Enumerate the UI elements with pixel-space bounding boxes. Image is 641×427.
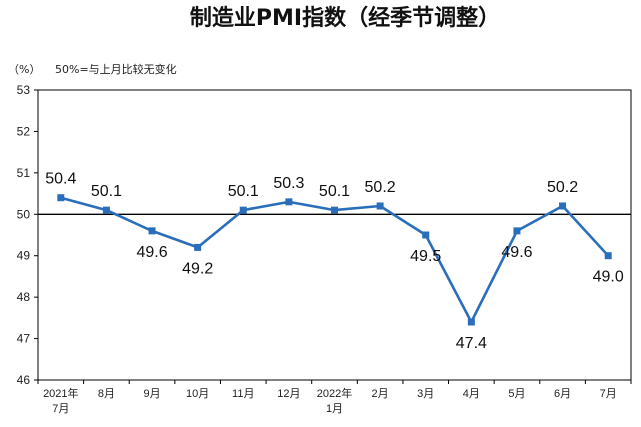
data-point-marker (559, 202, 567, 210)
x-tick-label: 1月 (326, 403, 343, 415)
x-tick-label: 2022年 (317, 386, 352, 400)
data-label: 50.1 (228, 183, 259, 200)
data-label: 49.2 (182, 260, 213, 277)
chart-title: 制造业PMI指数（经季节调整） (190, 5, 500, 31)
y-tick-label: 53 (17, 83, 31, 97)
data-label: 49.6 (501, 244, 532, 261)
data-label: 50.2 (365, 179, 396, 196)
x-tick-label: 4月 (463, 388, 480, 400)
data-point-marker (57, 194, 65, 202)
data-point-marker (239, 206, 247, 214)
x-tick-label: 7月 (52, 403, 69, 415)
y-tick-label: 48 (17, 290, 31, 304)
x-tick-label: 5月 (508, 388, 525, 400)
data-point-marker (467, 318, 475, 326)
data-point-marker (422, 231, 430, 239)
x-tick-label: 9月 (143, 388, 160, 400)
x-tick-label: 12月 (277, 388, 300, 400)
data-label: 49.5 (410, 248, 441, 265)
data-point-marker (604, 252, 612, 260)
data-label: 49.6 (136, 244, 167, 261)
x-tick-label: 2021年 (43, 386, 78, 400)
data-label: 47.4 (456, 335, 487, 352)
data-point-marker (285, 198, 293, 206)
x-tick-label: 3月 (417, 388, 434, 400)
data-point-marker (376, 202, 384, 210)
y-tick-label: 46 (17, 373, 31, 387)
y-tick-label: 47 (17, 332, 31, 346)
data-label: 50.1 (319, 183, 350, 200)
plot-area: 46 47 48 49 50 51 52 53 2021年 7月 8月 9月 10月 11月 12月 2022… (17, 83, 632, 415)
reference-note: 50%=与上月比较无变化 (55, 62, 177, 76)
data-label: 50.1 (91, 183, 122, 200)
y-tick-label: 50 (17, 207, 31, 221)
data-label: 49.0 (593, 269, 624, 286)
x-tick-label: 7月 (600, 388, 617, 400)
data-label: 50.4 (45, 171, 76, 188)
data-label: 50.3 (273, 175, 304, 192)
x-tick-label: 8月 (98, 388, 115, 400)
data-label: 50.2 (547, 179, 578, 196)
data-point-marker (102, 206, 110, 214)
data-point-marker (331, 206, 338, 214)
data-point-marker (513, 227, 521, 235)
x-tick-label: 11月 (232, 388, 254, 400)
x-tick-label: 6月 (554, 388, 571, 400)
data-point-marker (194, 243, 202, 251)
y-unit-label: （%） (8, 63, 40, 76)
data-point-marker (148, 227, 156, 235)
x-tick-label: 10月 (186, 388, 209, 400)
y-tick-label: 52 (17, 124, 31, 138)
x-tick-label: 2月 (372, 388, 389, 400)
y-tick-label: 49 (17, 249, 31, 263)
y-tick-label: 51 (17, 166, 31, 180)
plot-frame (37, 89, 632, 381)
